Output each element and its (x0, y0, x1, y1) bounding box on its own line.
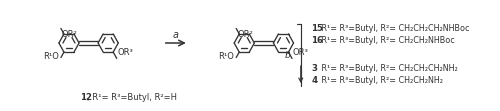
Text: OR³: OR³ (118, 49, 134, 57)
Text: 16: 16 (312, 36, 324, 45)
Text: , R¹= R³=Butyl, R²=H: , R¹= R³=Butyl, R²=H (87, 93, 177, 102)
Text: R¹= R³=Butyl, R²= CH₂CH₂NH₂: R¹= R³=Butyl, R²= CH₂CH₂NH₂ (319, 75, 443, 84)
Text: OR²: OR² (62, 30, 78, 39)
Text: 15: 15 (312, 24, 323, 33)
Text: 3: 3 (312, 63, 318, 72)
Text: OR³: OR³ (293, 49, 309, 57)
Text: 4: 4 (312, 75, 318, 84)
Text: R¹= R³=Butyl, R²= CH₂CH₂CH₂NHBoc: R¹= R³=Butyl, R²= CH₂CH₂CH₂NHBoc (319, 24, 470, 33)
Text: R¹O: R¹O (218, 52, 234, 61)
Text: b: b (284, 51, 290, 59)
Text: 12: 12 (80, 93, 92, 102)
Text: R¹O: R¹O (43, 52, 59, 61)
Text: R¹= R³=Butyl, R²= CH₂CH₂CH₂NH₂: R¹= R³=Butyl, R²= CH₂CH₂CH₂NH₂ (319, 63, 458, 72)
Text: a: a (173, 30, 179, 40)
Text: R¹= R³=Butyl, R²= CH₂CH₂NHBoc: R¹= R³=Butyl, R²= CH₂CH₂NHBoc (319, 36, 454, 45)
Text: OR²: OR² (237, 30, 253, 39)
